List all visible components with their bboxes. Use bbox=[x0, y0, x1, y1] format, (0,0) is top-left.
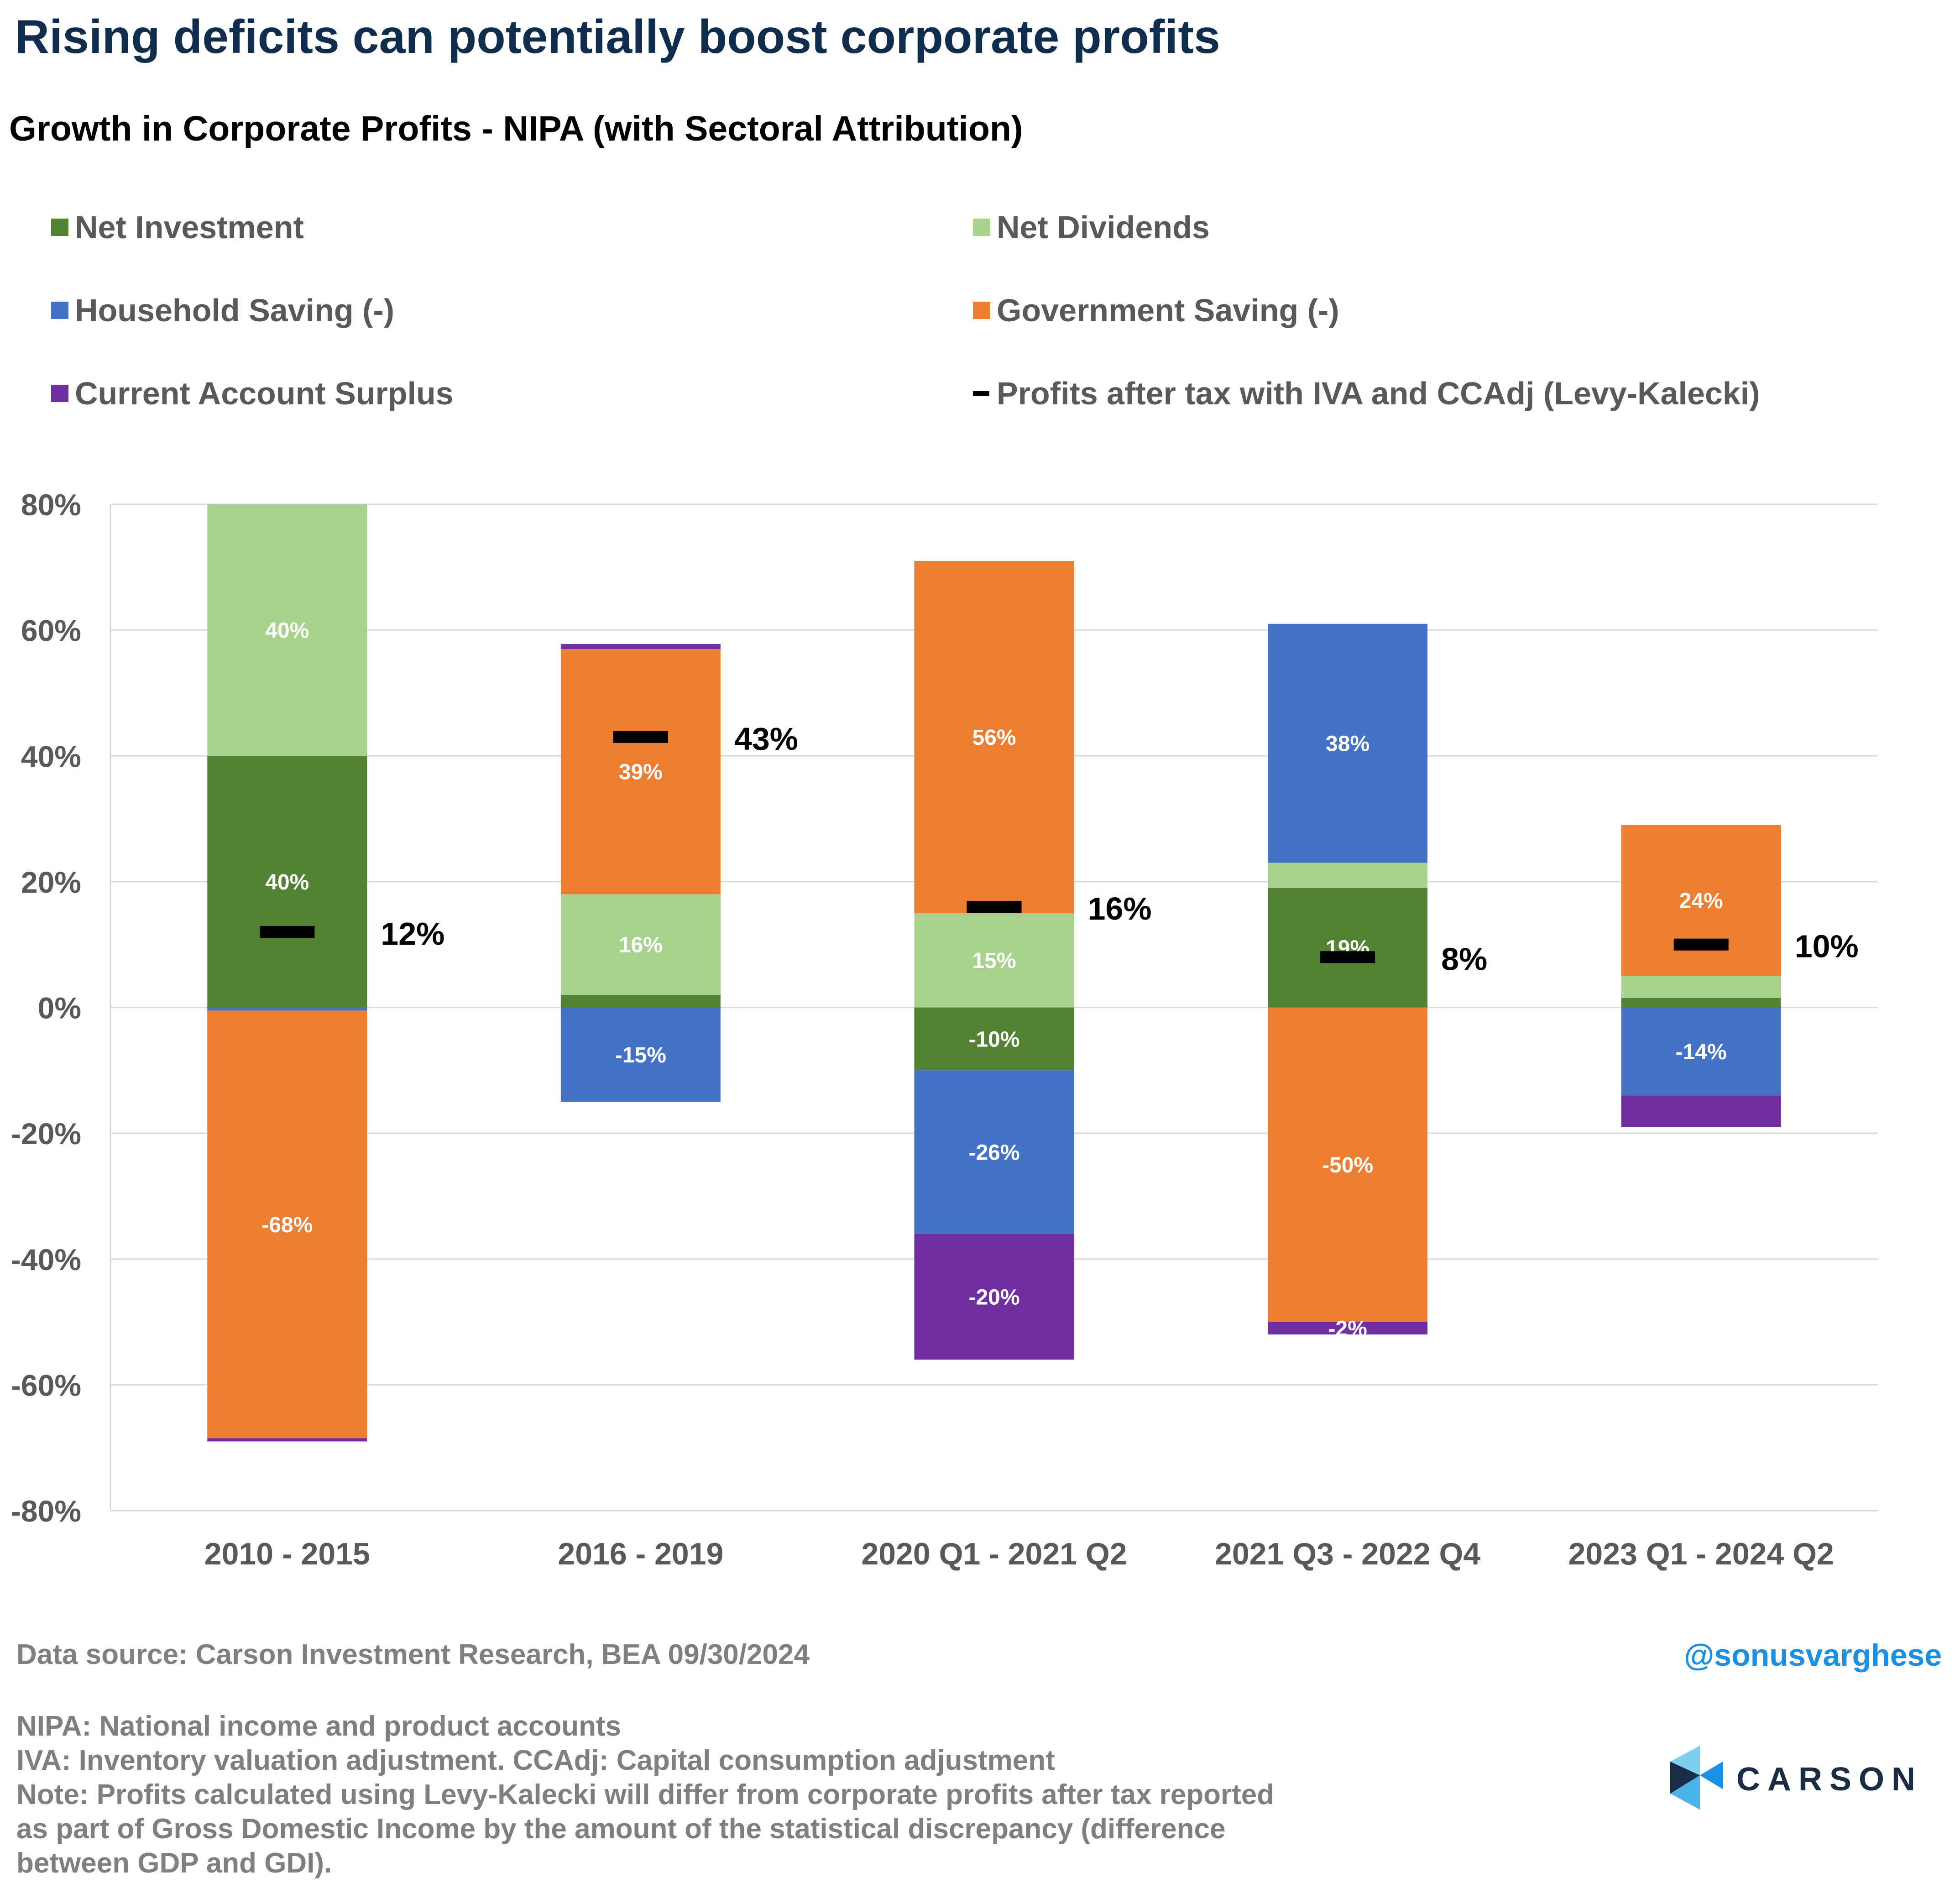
bar-data-label: -20% bbox=[968, 1285, 1019, 1309]
footnotes: NIPA: National income and product accoun… bbox=[16, 1709, 1274, 1880]
x-tick-label: 2021 Q3 - 2022 Q4 bbox=[1215, 1537, 1480, 1571]
y-tick-label: 80% bbox=[21, 488, 81, 522]
bar-segment bbox=[1621, 825, 1781, 976]
chart-subtitle: Growth in Corporate Profits - NIPA (with… bbox=[9, 109, 1023, 148]
bar-segment bbox=[1268, 888, 1428, 1008]
bar-data-label: -26% bbox=[968, 1140, 1019, 1165]
y-tick-label: 0% bbox=[38, 991, 81, 1025]
stacked-bar-chart: -80% -60% -40% -20% 0% 20% 40% 60% 80% 40% 40% -68%… bbox=[11, 488, 1878, 1571]
legend-label: Current Account Surplus bbox=[75, 376, 454, 411]
footnote-line: Note: Profits calculated using Levy-Kale… bbox=[16, 1779, 1275, 1810]
bar-segment bbox=[207, 1438, 367, 1442]
y-tick-label: -20% bbox=[11, 1117, 81, 1151]
twitter-handle[interactable]: @sonusvarghese bbox=[1684, 1638, 1942, 1673]
bar-data-label: -10% bbox=[968, 1027, 1019, 1051]
bar-segment bbox=[1621, 1007, 1781, 1096]
profit-marker bbox=[613, 731, 668, 743]
bar-segment bbox=[914, 913, 1074, 1008]
legend-item-net-dividends: Net Dividends bbox=[973, 209, 1210, 246]
bar-data-label: 15% bbox=[972, 949, 1016, 973]
legend-dash-profits bbox=[973, 391, 989, 396]
y-tick-label: -40% bbox=[11, 1243, 81, 1276]
y-tick-label: 40% bbox=[21, 739, 81, 773]
bar-segment bbox=[1621, 998, 1781, 1008]
x-tick-label: 2020 Q1 - 2021 Q2 bbox=[861, 1537, 1127, 1571]
bar-data-label: 24% bbox=[1679, 889, 1723, 913]
carson-logo: CARSON bbox=[1668, 1743, 1942, 1812]
bar-segment bbox=[914, 561, 1074, 913]
footnote-line: between GDP and GDI). bbox=[16, 1847, 332, 1879]
profit-marker bbox=[260, 926, 315, 938]
bar-segment bbox=[1268, 1007, 1428, 1322]
bar-segment bbox=[560, 894, 721, 995]
bar-segment bbox=[560, 994, 721, 1008]
profit-marker-label: 16% bbox=[1088, 891, 1152, 926]
legend-label: Household Saving (-) bbox=[75, 293, 394, 328]
footnote-line: NIPA: National income and product accoun… bbox=[16, 1710, 622, 1742]
legend-label: Net Dividends bbox=[997, 209, 1210, 245]
bar-segment bbox=[207, 504, 367, 756]
bar-segment bbox=[1268, 863, 1428, 888]
legend-label: Government Saving (-) bbox=[997, 293, 1339, 328]
bar-segment bbox=[560, 1007, 721, 1102]
bar-segment bbox=[560, 643, 721, 649]
bar-data-label: -14% bbox=[1676, 1040, 1727, 1064]
carson-logo-icon bbox=[1670, 1746, 1723, 1810]
profit-marker-label: 43% bbox=[734, 721, 798, 757]
bar-segment bbox=[914, 1070, 1074, 1234]
profit-marker-label: 12% bbox=[381, 916, 444, 952]
bar-segment bbox=[914, 1007, 1074, 1071]
bar-segment bbox=[207, 1007, 367, 1011]
y-tick-label: -80% bbox=[11, 1494, 81, 1528]
bar-segment bbox=[1621, 976, 1781, 998]
profit-marker bbox=[1320, 951, 1375, 963]
bar-segment bbox=[1268, 1322, 1428, 1335]
bar-data-label: -68% bbox=[261, 1213, 313, 1237]
legend-item-net-investment: Net Investment bbox=[51, 209, 304, 246]
legend-item-household-saving: Household Saving (-) bbox=[51, 292, 394, 329]
bar-data-label: -2% bbox=[1328, 1317, 1367, 1341]
x-tick-label: 2016 - 2019 bbox=[558, 1537, 723, 1571]
bar-data-label: 39% bbox=[619, 760, 663, 785]
legend-swatch-household-saving bbox=[51, 302, 68, 319]
legend-item-profits-marker: Profits after tax with IVA and CCAdj (Le… bbox=[973, 375, 1760, 412]
y-tick-label: 60% bbox=[21, 614, 81, 648]
footnote-line: as part of Gross Domestic Income by the … bbox=[16, 1813, 1226, 1845]
bar-data-label: 38% bbox=[1326, 732, 1369, 756]
profit-marker-label: 10% bbox=[1795, 929, 1859, 964]
profit-marker bbox=[967, 901, 1022, 913]
legend-label: Net Investment bbox=[75, 209, 304, 245]
y-tick-label: -60% bbox=[11, 1368, 81, 1402]
chart-title: Rising deficits can potentially boost co… bbox=[15, 10, 1220, 63]
bar-data-label: 40% bbox=[265, 619, 309, 643]
legend-swatch-current-account-surplus bbox=[51, 385, 68, 402]
bar-segment bbox=[914, 1234, 1074, 1360]
x-tick-label: 2023 Q1 - 2024 Q2 bbox=[1568, 1537, 1834, 1571]
data-source: Data source: Carson Investment Research,… bbox=[16, 1639, 810, 1670]
bar-segment bbox=[560, 649, 721, 894]
legend-swatch-government-saving bbox=[973, 302, 990, 319]
bar-segment bbox=[207, 756, 367, 1008]
legend-swatch-net-investment bbox=[51, 219, 68, 236]
legend-item-government-saving: Government Saving (-) bbox=[973, 292, 1339, 329]
legend-label: Profits after tax with IVA and CCAdj (Le… bbox=[997, 376, 1760, 411]
profit-marker bbox=[1673, 938, 1729, 951]
profit-marker-label: 8% bbox=[1441, 941, 1487, 977]
bar-segment bbox=[1621, 1095, 1781, 1127]
bar-segment bbox=[207, 1010, 367, 1438]
legend-swatch-net-dividends bbox=[973, 219, 990, 236]
x-tick-label: 2010 - 2015 bbox=[204, 1537, 370, 1571]
bar-segment bbox=[1268, 623, 1428, 863]
bar-data-label: -15% bbox=[615, 1043, 666, 1067]
bar-data-label: 56% bbox=[972, 726, 1016, 750]
legend-item-current-account-surplus: Current Account Surplus bbox=[51, 375, 454, 412]
y-tick-label: 20% bbox=[21, 865, 81, 899]
footnote-line: IVA: Inventory valuation adjustment. CCA… bbox=[16, 1745, 1055, 1776]
bar-data-label: 16% bbox=[619, 933, 663, 957]
bar-data-label: -50% bbox=[1322, 1153, 1373, 1177]
bar-data-label: 40% bbox=[265, 870, 309, 894]
logo-wordmark: CARSON bbox=[1736, 1761, 1923, 1798]
